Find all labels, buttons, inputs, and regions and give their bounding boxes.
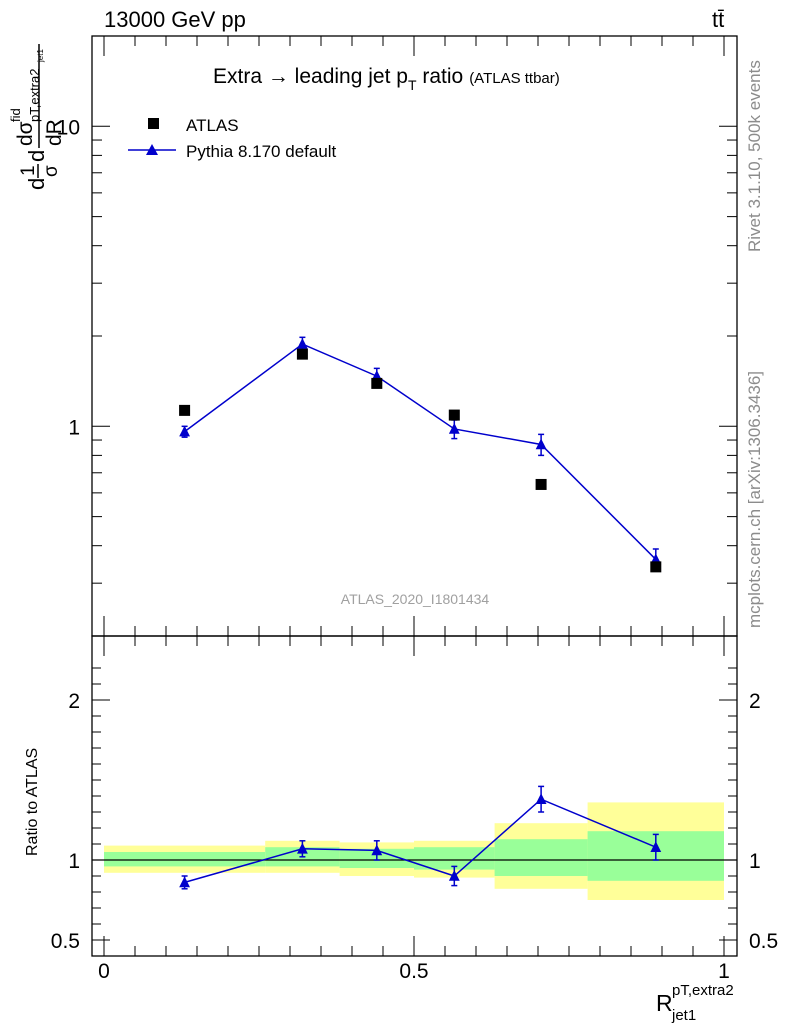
legend-pythia-label: Pythia 8.170 default	[186, 142, 337, 161]
ylabel-num: dσ	[14, 121, 37, 146]
main-title: Extra → leading jet pT ratio (ATLAS ttbar…	[213, 65, 560, 93]
ylabel-d1: d	[24, 178, 49, 190]
ratio-pythia-point	[535, 793, 547, 804]
main-y-ticks: 1 10	[57, 35, 737, 637]
ratio-pythia-point	[179, 876, 190, 888]
atlas-point	[535, 478, 547, 490]
ylabel-frac1-num: 1	[18, 165, 39, 176]
atlas-point	[179, 404, 191, 416]
ratio-ylabel: Ratio to ATLAS	[24, 748, 41, 856]
ratio-band-green	[414, 847, 495, 870]
ratio-ytick-label: 2	[68, 690, 80, 713]
ratio-plot-frame	[91, 635, 738, 957]
ratio-ytick-label: 0.5	[51, 930, 80, 953]
x-ticks: 0 0.5 1	[98, 36, 730, 983]
legend-atlas-label: ATLAS	[186, 116, 239, 135]
ratio-pythia-point	[297, 842, 308, 854]
atlas-point	[448, 409, 460, 421]
ratio-pythia-line	[184, 798, 657, 884]
xlabel-sub: jet1	[671, 1007, 696, 1024]
energy-label: 13000 GeV pp	[104, 7, 246, 32]
atlas-point	[296, 348, 308, 360]
ratio-y-ticks: 0.5 0.5 1 1 2 2	[51, 667, 778, 953]
ylabel-num-sub2: jet1	[36, 49, 45, 63]
atlas-point	[650, 561, 662, 573]
ratio-ytick-label: 1	[68, 850, 80, 873]
x-axis-label: R pT,extra2 jet1	[656, 982, 734, 1024]
ratio-pythia-point	[448, 870, 460, 881]
main-ytick-label: 1	[68, 416, 80, 439]
pythia-series	[179, 336, 662, 572]
atlas-point	[371, 377, 383, 389]
ylabel-den: dR	[43, 119, 66, 146]
pythia-line	[184, 343, 657, 560]
ratio-ytick-label-right: 2	[749, 690, 761, 713]
ratio-band-green	[494, 839, 588, 876]
main-ytick-label: 10	[57, 116, 80, 139]
process-label: tt̄	[712, 7, 724, 32]
legend: ATLAS Pythia 8.170 default	[128, 116, 337, 161]
legend-atlas-marker	[148, 118, 159, 129]
xlabel-sup: pT,extra2	[672, 982, 734, 999]
ratio-ytick-label-right: 0.5	[749, 930, 778, 953]
pythia-point	[535, 438, 547, 450]
pythia-point	[179, 425, 190, 437]
legend-pythia-marker	[146, 144, 158, 155]
ratio-ytick-label-right: 1	[749, 850, 761, 873]
xtick-label: 1	[718, 960, 730, 983]
ylabel-d2: d	[24, 150, 49, 162]
pythia-point	[297, 338, 308, 349]
xtick-label: 0	[98, 960, 110, 983]
rivet-label: Rivet 3.1.10, 500k events	[745, 60, 764, 252]
xlabel-base: R	[656, 990, 673, 1016]
ratio-band-green	[104, 852, 266, 867]
main-ylabel: d 1 σ d dσ fid pT,extra2 jet1 dR	[8, 44, 66, 190]
ylabel-num-sup: fid	[8, 108, 23, 122]
ratio-pythia-point	[371, 844, 383, 856]
analysis-watermark: ATLAS_2020_I1801434	[341, 591, 490, 607]
ratio-pythia-point	[650, 841, 662, 852]
ylabel-frac1-den: σ	[41, 165, 62, 177]
ratio-pythia-series	[179, 785, 662, 890]
mcplots-label: mcplots.cern.ch [arXiv:1306.3436]	[745, 371, 764, 628]
xtick-label: 0.5	[399, 960, 428, 983]
pythia-point	[448, 422, 460, 434]
atlas-series	[179, 348, 662, 573]
